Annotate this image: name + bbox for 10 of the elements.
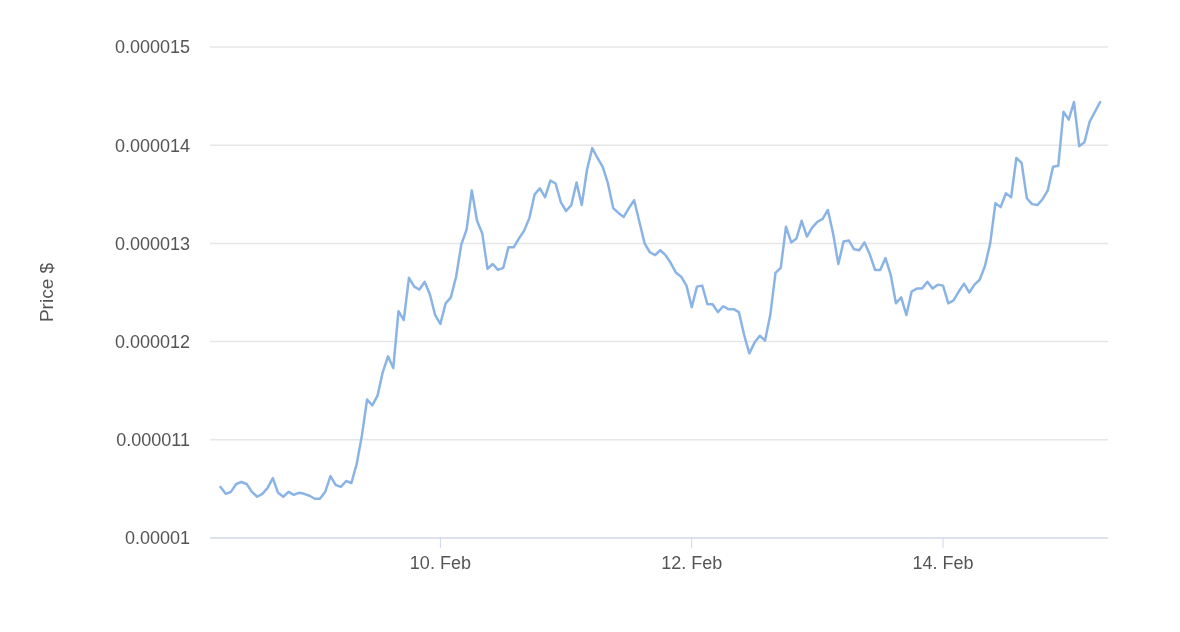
y-tick-label: 0.000015 bbox=[114, 37, 190, 58]
y-tick-label: 0.000012 bbox=[114, 331, 190, 352]
x-tick-label: 10. Feb bbox=[409, 552, 471, 573]
y-tick-label: 0.000014 bbox=[114, 135, 190, 156]
x-tick-label: 12. Feb bbox=[661, 552, 723, 573]
y-tick-label: 0.00001 bbox=[124, 528, 190, 549]
y-tick-label: 0.000013 bbox=[114, 233, 190, 254]
y-axis-title: Price $ bbox=[35, 262, 57, 323]
x-tick-label: 14. Feb bbox=[912, 552, 974, 573]
y-tick-label: 0.000011 bbox=[116, 430, 190, 451]
